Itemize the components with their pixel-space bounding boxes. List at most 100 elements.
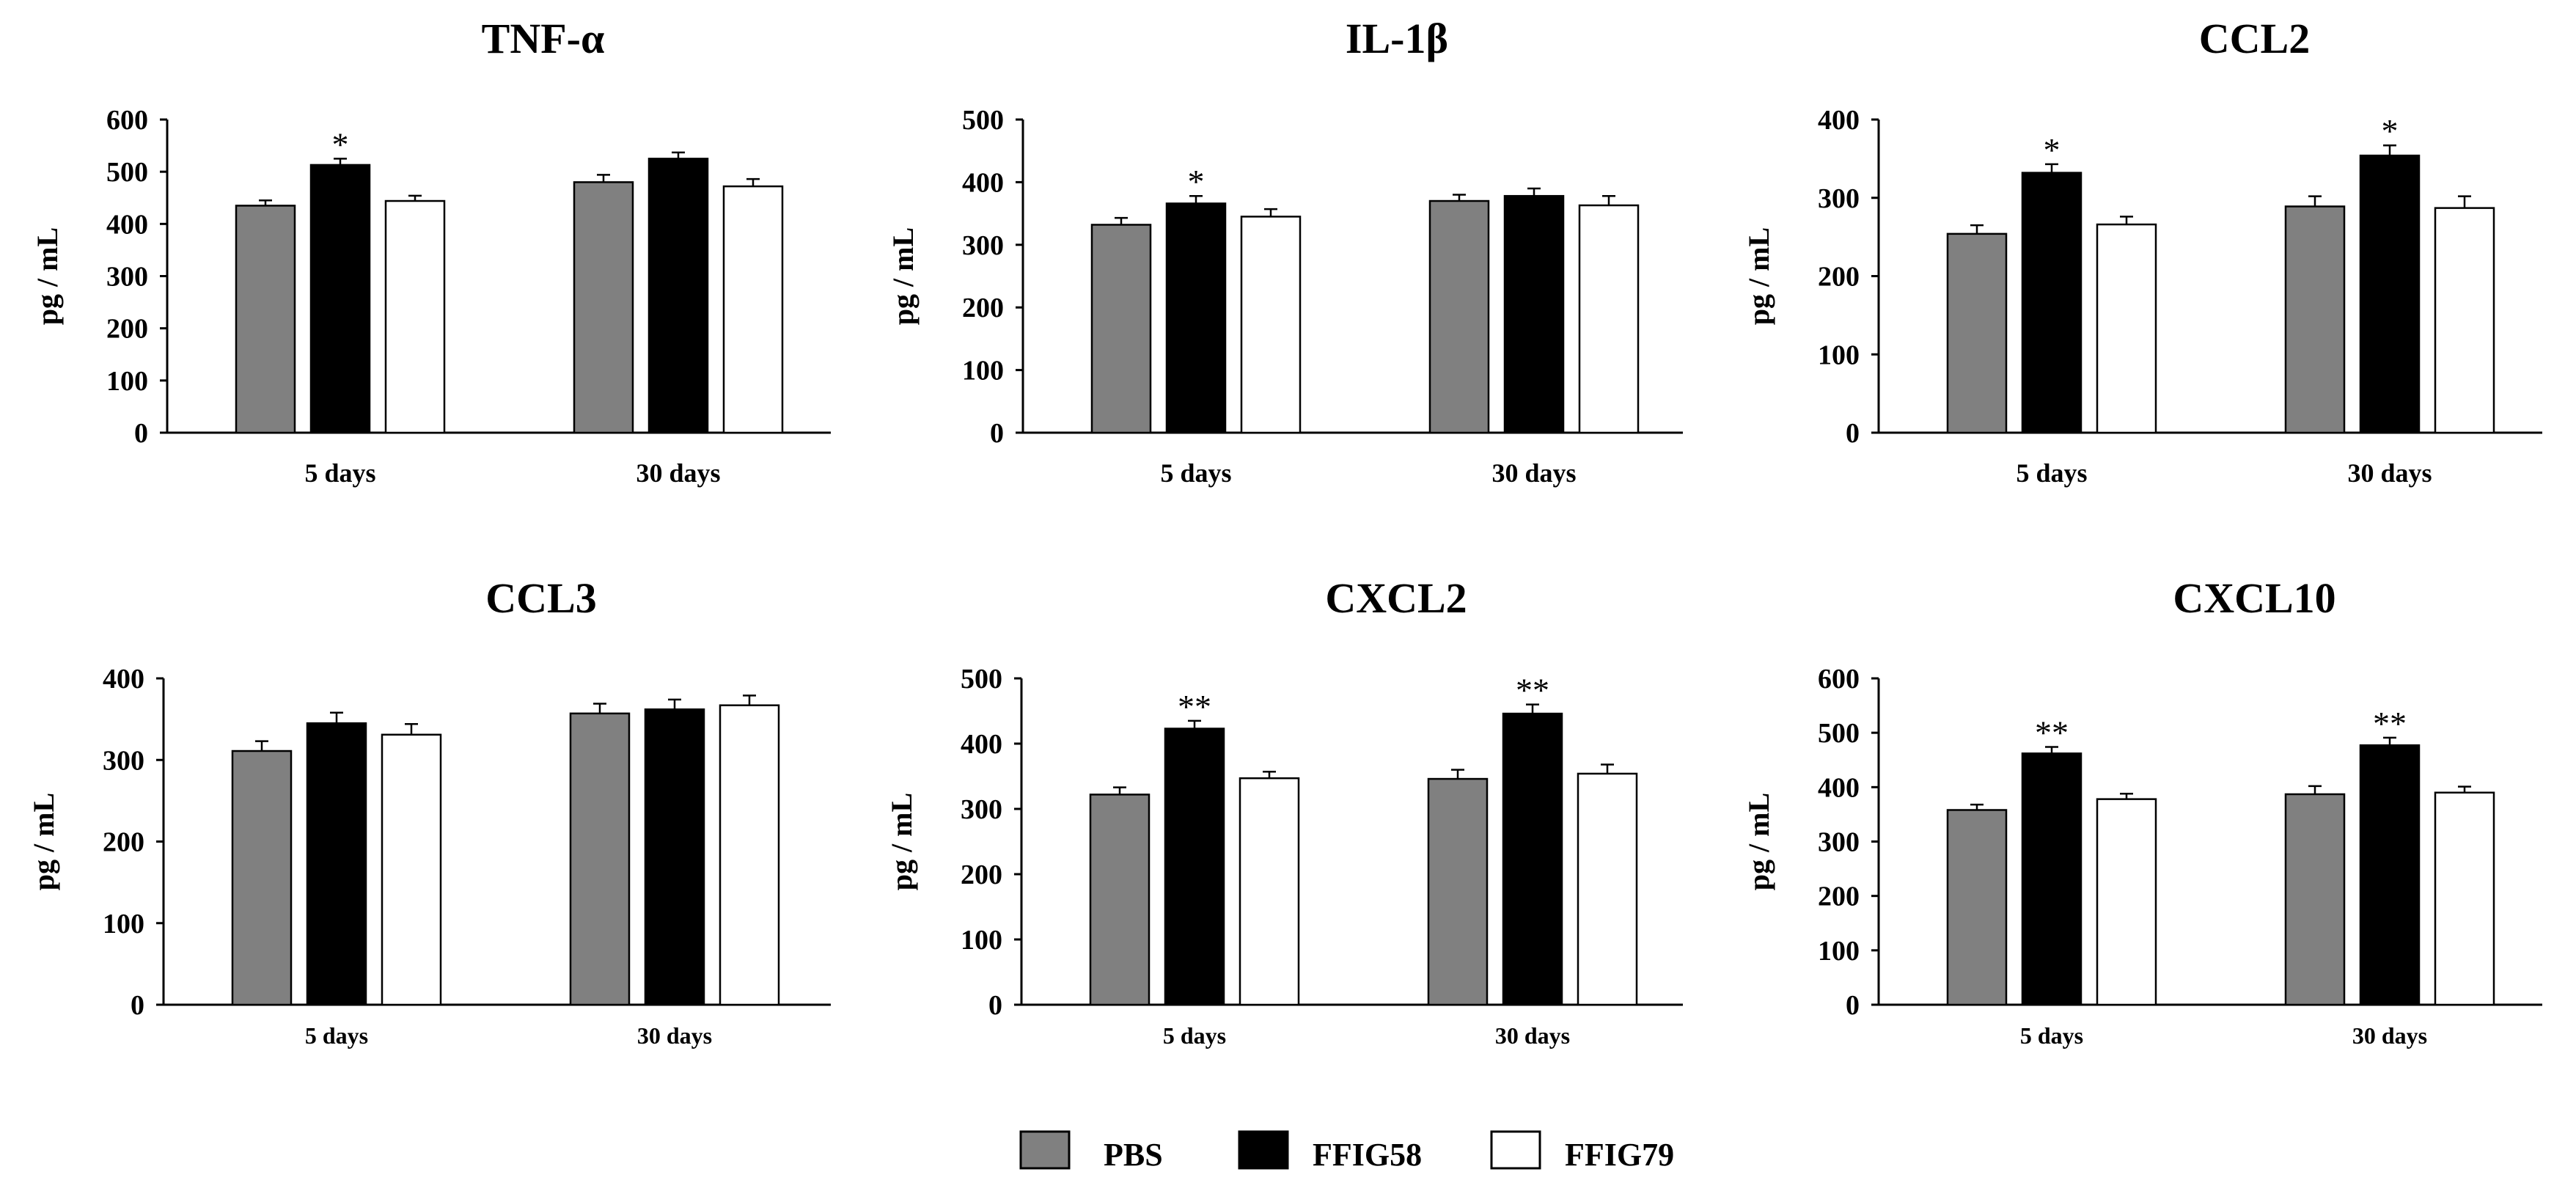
bar-pbs-5-days <box>235 205 296 434</box>
chart-title: IL-1β <box>1346 15 1448 62</box>
y-tick-label: 600 <box>1818 664 1860 695</box>
bar-pbs-30-days <box>2284 793 2346 1006</box>
bar-ffig58-30-days <box>1503 194 1565 434</box>
bar-ffig79-30-days <box>1577 772 1638 1006</box>
y-tick-label: 400 <box>1818 105 1860 136</box>
bar-ffig79-5-days <box>1240 216 1302 434</box>
x-tick-label-30-days: 30 days <box>2347 458 2432 488</box>
y-tick-label: 0 <box>988 990 1002 1021</box>
bar-pbs-5-days <box>1946 809 2008 1006</box>
y-tick-label: 400 <box>961 729 1002 760</box>
bar-pbs-30-days <box>1427 777 1489 1006</box>
y-tick-label: 500 <box>962 105 1004 136</box>
bar-pbs-30-days <box>1428 199 1490 434</box>
legend-item-ffig58: FFIG58 <box>1238 1130 1422 1173</box>
bar-pbs-5-days <box>1946 232 2008 434</box>
y-tick-label: 200 <box>1818 882 1860 912</box>
bar-ffig79-30-days <box>722 185 784 434</box>
y-axis-label: pg / mL <box>885 793 918 890</box>
y-tick-label: 200 <box>962 293 1004 323</box>
y-tick-label: 500 <box>106 157 148 188</box>
significance-marker: * <box>2044 131 2061 169</box>
significance-marker: * <box>332 125 349 163</box>
y-axis-label: pg / mL <box>887 227 920 325</box>
significance-marker: * <box>1188 163 1205 200</box>
y-tick-label: 300 <box>1818 827 1860 858</box>
y-tick-label: 200 <box>106 314 148 345</box>
legend-item-ffig79: FFIG79 <box>1490 1130 1674 1173</box>
y-tick-label: 300 <box>962 230 1004 261</box>
bar-ffig79-30-days <box>2434 207 2495 434</box>
x-tick-label-5-days: 5 days <box>304 458 375 488</box>
y-tick-label: 100 <box>962 356 1004 386</box>
x-tick-label-30-days: 30 days <box>1491 458 1576 488</box>
y-tick-label: 0 <box>131 990 144 1021</box>
significance-marker: * <box>2382 112 2399 150</box>
y-tick-label: 500 <box>961 664 1002 695</box>
bar-ffig58-30-days <box>644 708 705 1006</box>
legend-label-pbs: PBS <box>1104 1137 1163 1173</box>
bar-ffig58-5-days <box>306 722 367 1006</box>
y-tick-label: 200 <box>1818 262 1860 293</box>
legend-swatch-ffig79 <box>1490 1130 1541 1170</box>
y-tick-label: 300 <box>961 794 1002 825</box>
significance-marker: ** <box>1516 672 1549 709</box>
bar-ffig58-30-days <box>2359 744 2421 1006</box>
chart-title: CXCL2 <box>1325 574 1467 622</box>
y-tick-label: 0 <box>990 418 1004 449</box>
bar-pbs-5-days <box>1090 224 1152 434</box>
chart-title: TNF-α <box>482 15 605 62</box>
chart-title: CXCL10 <box>2173 574 2335 622</box>
legend-swatch-pbs <box>1019 1130 1071 1170</box>
y-axis-label: pg / mL <box>31 227 64 325</box>
chart-tnf: TNF-α pg / mL 0 100 200 300 400 500 600 5 days 30 … <box>31 15 831 488</box>
bar-ffig58-30-days <box>647 158 709 434</box>
bar-ffig79-30-days <box>1578 204 1640 434</box>
y-tick-label: 300 <box>103 745 144 776</box>
legend-label-ffig58: FFIG58 <box>1313 1137 1422 1173</box>
x-tick-label-5-days: 5 days <box>305 1022 368 1049</box>
y-tick-label: 100 <box>1818 936 1860 967</box>
bar-ffig79-30-days <box>2434 791 2495 1006</box>
bar-ffig58-5-days <box>1165 202 1227 434</box>
significance-marker: ** <box>2035 714 2069 751</box>
y-tick-label: 100 <box>961 925 1002 956</box>
bar-ffig58-5-days <box>309 164 371 434</box>
bar-pbs-5-days <box>231 750 293 1006</box>
chart-title: CCL3 <box>485 574 596 622</box>
bar-pbs-30-days <box>569 712 631 1006</box>
bar-ffig79-5-days <box>1239 777 1300 1006</box>
chart-il-1: IL-1β pg / mL 0 100 200 300 400 500 5 days 30 day… <box>887 15 1683 488</box>
bar-ffig58-30-days <box>1502 712 1563 1006</box>
y-tick-label: 500 <box>1818 718 1860 749</box>
legend-swatch-ffig58 <box>1238 1130 1289 1170</box>
y-axis-label: pg / mL <box>27 793 60 890</box>
significance-marker: ** <box>1178 688 1211 725</box>
chart-cxcl10: CXCL10 pg / mL 0 100 200 300 400 500 600 5 days 30… <box>1742 574 2542 1049</box>
x-tick-label-5-days: 5 days <box>1160 458 1231 488</box>
x-tick-label-30-days: 30 days <box>637 1022 712 1049</box>
y-tick-label: 100 <box>106 366 148 397</box>
x-tick-label-5-days: 5 days <box>2020 1022 2083 1049</box>
y-tick-label: 100 <box>103 909 144 939</box>
bar-ffig58-5-days <box>1164 728 1225 1006</box>
legend-item-pbs: PBS <box>1019 1130 1163 1173</box>
bar-ffig79-5-days <box>381 733 442 1006</box>
y-tick-label: 0 <box>1846 990 1860 1021</box>
y-tick-label: 400 <box>106 209 148 240</box>
y-axis-label: pg / mL <box>1742 793 1775 890</box>
y-tick-label: 200 <box>103 827 144 858</box>
y-tick-label: 400 <box>1818 772 1860 803</box>
y-tick-label: 400 <box>103 664 144 695</box>
chart-ccl3: CCL3 pg / mL 0 100 200 300 400 5 days 30 days <box>27 574 831 1049</box>
bar-ffig58-5-days <box>2021 752 2083 1006</box>
x-tick-label-5-days: 5 days <box>1163 1022 1226 1049</box>
significance-marker: ** <box>2373 705 2407 742</box>
bar-pbs-30-days <box>2284 205 2346 434</box>
y-tick-label: 300 <box>1818 183 1860 214</box>
y-tick-label: 100 <box>1818 340 1860 370</box>
bar-ffig58-30-days <box>2359 154 2421 434</box>
x-tick-label-30-days: 30 days <box>2352 1022 2427 1049</box>
legend: PBS FFIG58 FFIG79 <box>1019 1130 1674 1173</box>
x-tick-label-5-days: 5 days <box>2016 458 2087 488</box>
